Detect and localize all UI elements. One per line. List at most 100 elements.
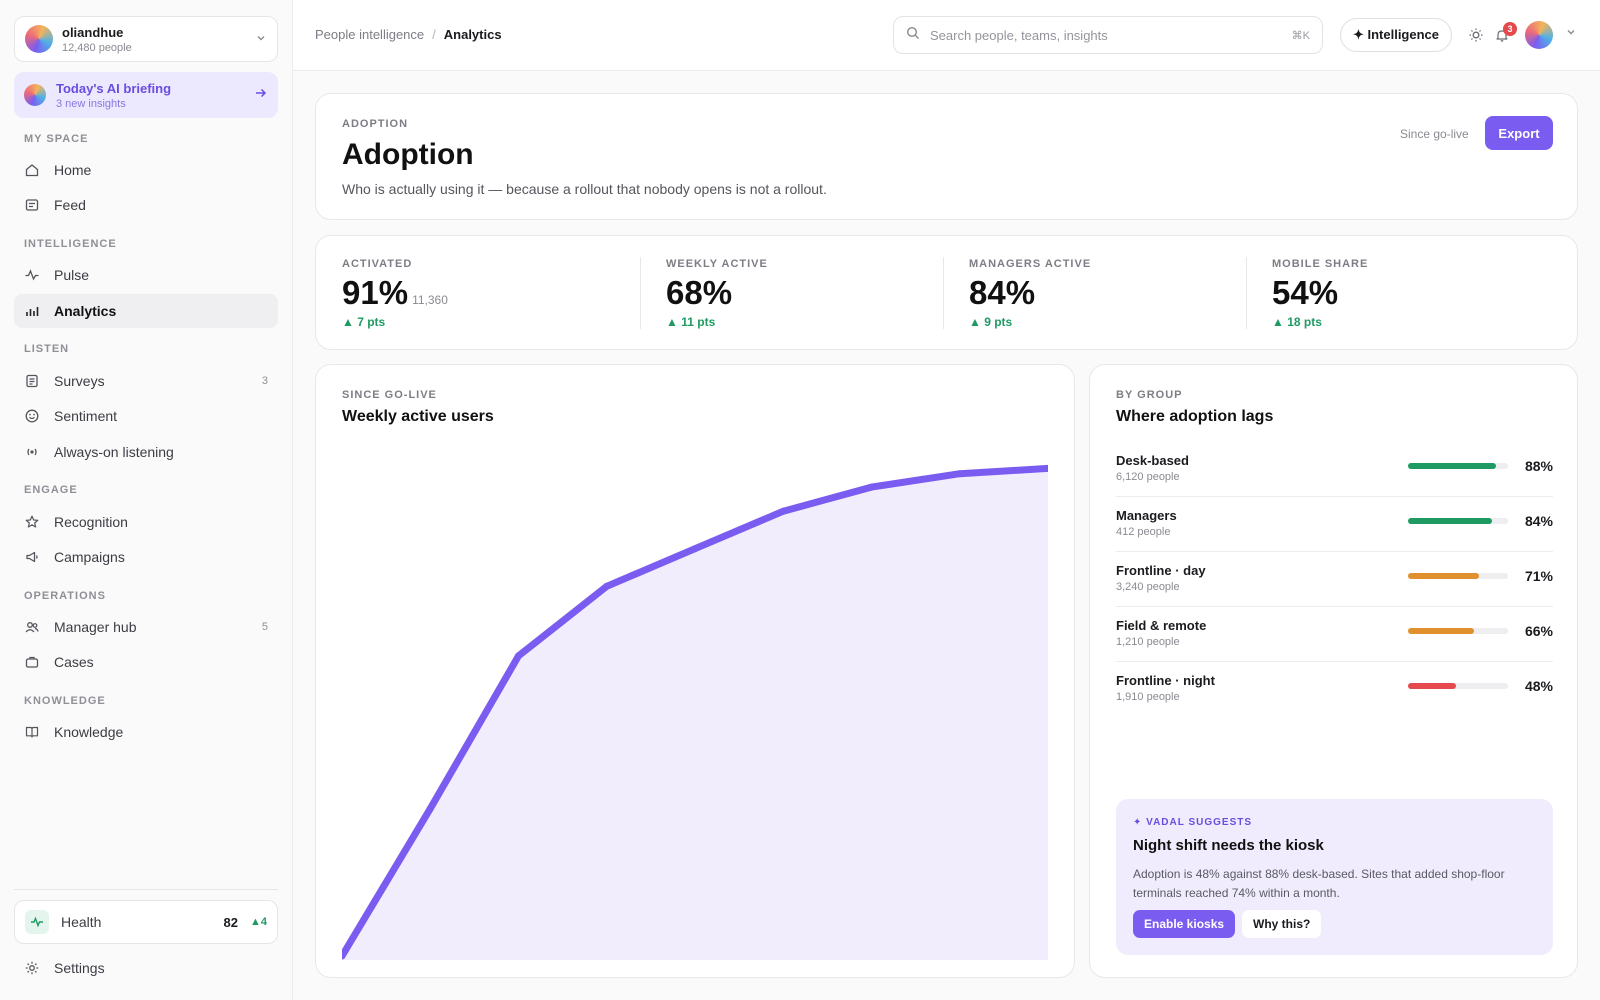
search-icon [906,26,920,45]
stat-label: ACTIVATED [342,258,413,270]
stat-tile: ACTIVATED 91% 11,360 ▲ 7 pts [316,236,618,351]
chart-point [691,545,699,553]
group-progress-fill [1408,518,1492,524]
chart-title: Weekly active users [342,408,494,425]
stat-label: WEEKLY ACTIVE [666,258,768,270]
triangle-up-icon: ▲ [249,916,261,928]
chart-point [515,652,522,660]
sidebar-item-label: Settings [54,960,105,976]
search-box[interactable]: ⌘K [893,16,1323,54]
org-name: oliandhue [62,24,124,40]
stat-value-wrap: 91% 11,360 [342,274,448,312]
survey-icon [24,373,40,389]
group-row[interactable]: Frontline · day 3,240 people 71% [1116,552,1553,607]
group-people-count: 3,240 people [1116,581,1180,593]
stat-divider [1246,257,1247,329]
stat-delta-value: 9 pts [984,315,1013,329]
stat-tile: MANAGERS ACTIVE 84% ▲ 9 pts [943,236,1245,351]
bar-chart-icon [24,303,40,319]
group-progress-track [1408,463,1508,469]
group-percentage: 84% [1524,513,1553,529]
sidebar-item-analytics[interactable]: Analytics [14,294,278,328]
sidebar-item-surveys[interactable]: Surveys 3 [14,364,278,398]
stat-label: MANAGERS ACTIVE [969,258,1092,270]
sidebar-item-sentiment[interactable]: Sentiment [14,399,278,433]
group-row[interactable]: Frontline · night 1,910 people 48% [1116,662,1553,717]
users-icon [24,619,40,635]
group-progress-track [1408,518,1508,524]
sidebar-item-label: Campaigns [54,549,125,565]
nav-section-my-space: MY SPACE [24,133,89,145]
group-row[interactable]: Desk-based 6,120 people 88% [1116,442,1553,497]
nav-section-knowledge: KNOWLEDGE [24,695,106,707]
health-widget[interactable]: Health 82 ▲4 [14,900,278,944]
sidebar-item-cases[interactable]: Cases [14,645,278,679]
chevron-down-icon[interactable] [1565,26,1577,41]
chart-point [1044,464,1048,472]
chart-point [956,470,964,478]
smile-icon [24,408,40,424]
org-logo [25,25,53,53]
sidebar-item-home[interactable]: Home [14,153,278,187]
stat-delta-value: 18 pts [1287,315,1322,329]
group-progress-fill [1408,683,1456,689]
notification-count-badge: 3 [1503,22,1517,36]
nav-section-operations: OPERATIONS [24,590,106,602]
manager-hub-count-badge: 5 [261,621,268,633]
org-people-count: 12,480 people [62,41,132,54]
search-input[interactable] [930,27,1292,43]
sidebar-item-label: Sentiment [54,408,118,424]
stat-value-wrap: 68% [666,274,736,312]
breadcrumb-separator: / [432,27,436,42]
star-icon [24,514,40,530]
suggestion-eyebrow: ✦ VADAL SUGGESTS [1133,817,1253,828]
briefcase-icon [24,654,40,670]
stat-tile: WEEKLY ACTIVE 68% ▲ 11 pts [640,236,942,351]
health-delta-value: 4 [260,916,267,928]
stat-value-wrap: 84% [969,274,1039,312]
sidebar: oliandhue 12,480 people Today's AI brief… [0,0,293,1000]
sidebar-item-feed[interactable]: Feed [14,188,278,222]
avatar[interactable] [1525,21,1553,49]
health-score: 82 [223,914,238,930]
sidebar-item-always-on-listening[interactable]: Always-on listening [14,435,278,469]
group-name: Field & remote [1116,618,1207,633]
export-button[interactable]: Export [1485,116,1553,150]
sidebar-item-label: Home [54,162,92,178]
org-switcher[interactable]: oliandhue 12,480 people [14,16,278,62]
sidebar-item-label: Surveys [54,373,105,389]
ai-briefing-card[interactable]: Today's AI briefing 3 new insights [14,72,278,118]
ai-orb-icon [24,84,46,106]
breadcrumb-parent-link[interactable]: People intelligence [315,27,425,42]
why-this-button[interactable]: Why this? [1242,910,1322,938]
sidebar-item-pulse[interactable]: Pulse [14,258,278,292]
sidebar-item-campaigns[interactable]: Campaigns [14,540,278,574]
intelligence-button[interactable]: ✦ Intelligence [1340,18,1452,52]
sidebar-item-settings[interactable]: Settings [14,951,278,985]
enable-kiosks-button[interactable]: Enable kiosks [1133,910,1236,938]
topbar: People intelligence / Analytics ⌘K ✦ Intel… [293,0,1600,71]
stat-value: 91% [342,274,409,311]
group-row[interactable]: Managers 412 people 84% [1116,497,1553,552]
stat-delta-value: 7 pts [357,315,386,329]
sidebar-item-recognition[interactable]: Recognition [14,505,278,539]
nav-section-listen: LISTEN [24,343,70,355]
sidebar-item-label: Feed [54,197,86,213]
group-percentage: 48% [1524,678,1553,694]
group-percentage: 71% [1524,568,1553,584]
suggestion-body: Adoption is 48% against 88% desk-based. … [1133,867,1505,900]
group-progress-fill [1408,628,1474,634]
group-percentage: 66% [1524,623,1553,639]
stat-delta: ▲ 9 pts [969,315,1012,329]
stat-divider [943,257,944,329]
sidebar-divider [14,889,278,890]
sidebar-item-label: Always-on listening [54,444,174,460]
home-icon [24,162,40,178]
group-row[interactable]: Field & remote 1,210 people 66% [1116,607,1553,662]
group-name: Managers [1116,508,1177,523]
triangle-up-icon: ▲ [666,315,682,329]
sidebar-item-manager-hub[interactable]: Manager hub 5 [14,610,278,644]
sun-icon[interactable] [1465,24,1487,46]
sidebar-item-knowledge[interactable]: Knowledge [14,715,278,749]
date-range-label[interactable]: Since go-live [1400,127,1469,141]
